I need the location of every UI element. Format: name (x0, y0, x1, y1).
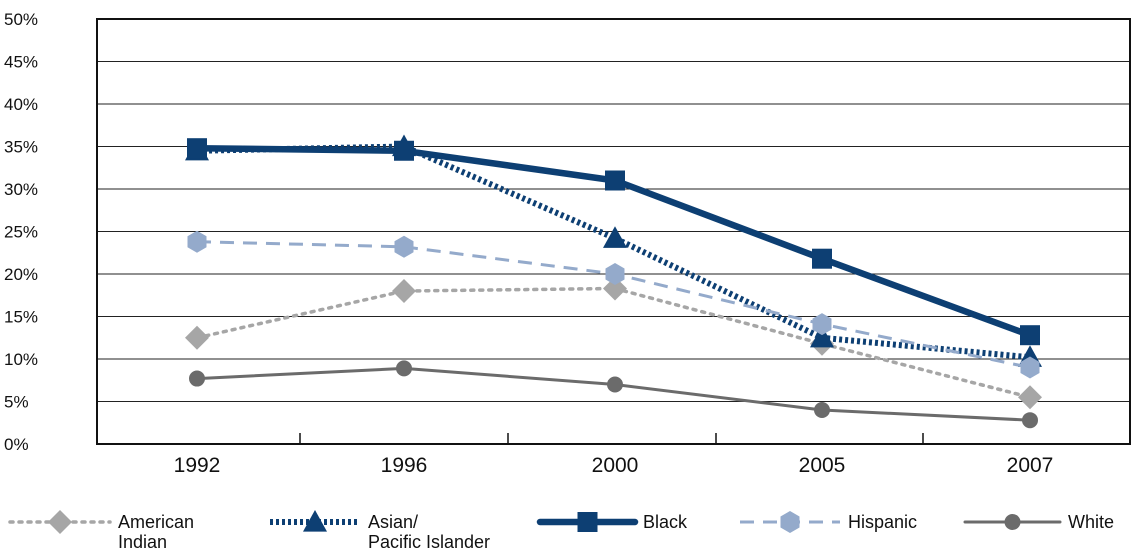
legend-label: Asian/ (368, 512, 418, 532)
data-point (392, 279, 416, 303)
series-3 (187, 230, 1040, 379)
legend-label: American (118, 512, 194, 532)
data-point (605, 170, 625, 191)
series-layer (185, 134, 1042, 429)
plot-frame (96, 18, 1131, 445)
data-point (814, 402, 830, 418)
series-1 (185, 134, 1042, 367)
y-tick-label: 0% (4, 435, 29, 454)
legend-item-1: Asian/Pacific Islander (270, 510, 490, 548)
x-tick-label: 2007 (1007, 454, 1054, 477)
x-tick-label: 2005 (799, 454, 846, 477)
y-tick-label: 35% (4, 138, 38, 157)
data-point (812, 313, 832, 336)
data-point (603, 226, 627, 248)
y-tick-label: 45% (4, 53, 38, 72)
x-tick-label: 2000 (592, 454, 639, 477)
x-tick-label: 1996 (381, 454, 428, 477)
y-tick-label: 20% (4, 265, 38, 284)
y-tick-label: 5% (4, 393, 29, 412)
data-point (185, 325, 209, 350)
data-point (48, 510, 72, 534)
legend-label: White (1068, 512, 1114, 532)
legend-label: Indian (118, 532, 167, 548)
data-point (577, 512, 598, 532)
legend-item-4: White (963, 512, 1114, 532)
series-2 (187, 138, 1040, 346)
data-point (396, 360, 412, 377)
data-point (1020, 325, 1040, 346)
data-point (394, 140, 414, 161)
legend-label: Hispanic (848, 512, 917, 532)
y-axis: 0% 5% 10% 15% 20% 25% 30% 35% 40% 45% 50% (4, 10, 38, 454)
x-tick-label: 1992 (174, 454, 221, 477)
data-point (810, 325, 834, 348)
y-tick-label: 25% (4, 223, 38, 242)
series-4 (189, 360, 1038, 429)
series-line (195, 366, 1032, 422)
data-point (1004, 514, 1021, 530)
data-point (187, 230, 207, 253)
series-line (196, 240, 1031, 369)
data-point (1020, 356, 1040, 379)
series-0 (185, 276, 1042, 410)
data-point (303, 510, 327, 532)
data-point (394, 235, 414, 258)
data-point (780, 511, 800, 533)
y-tick-label: 30% (4, 180, 38, 199)
data-point (607, 376, 623, 393)
data-point (189, 370, 205, 387)
data-point (812, 248, 832, 269)
y-tick-label: 10% (4, 350, 38, 369)
data-point (605, 263, 625, 285)
legend-item-2: Black (536, 512, 688, 532)
data-point (1018, 385, 1042, 410)
data-point (187, 138, 207, 159)
x-axis: 1992 1996 2000 2005 2007 (174, 433, 1054, 477)
y-tick-label: 40% (4, 95, 38, 114)
data-point (1022, 412, 1038, 429)
legend-label: Pacific Islander (368, 532, 490, 548)
data-point (603, 276, 627, 301)
legend-label: Black (643, 512, 688, 532)
y-tick-label: 50% (4, 10, 38, 29)
y-tick-label: 15% (4, 308, 38, 327)
legend-item-3: Hispanic (740, 511, 917, 533)
